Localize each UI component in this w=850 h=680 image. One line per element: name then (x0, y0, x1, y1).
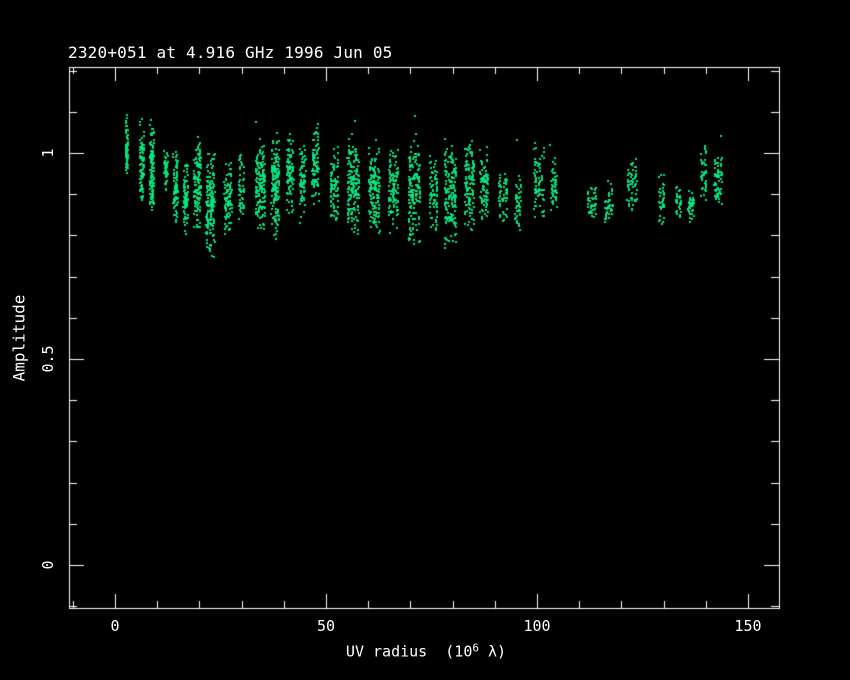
y-tick-label-0.5: 0.5 (39, 345, 57, 373)
x-axis-title: UV radius (106 λ) (346, 642, 506, 661)
x-tick-label-0: 0 (110, 617, 120, 635)
plot-title: 2320+051 at 4.916 GHz 1996 Jun 05 (68, 43, 393, 62)
x-axis-title-exponent: 6 (472, 641, 479, 655)
y-tick-label-0: 0 (39, 560, 57, 570)
x-axis-title-prefix: UV radius (10 (345, 642, 473, 661)
x-tick-label-150: 150 (734, 617, 762, 635)
x-tick-label-50: 50 (316, 617, 336, 635)
x-tick-label-100: 100 (523, 617, 551, 635)
y-tick-label-1: 1 (39, 148, 57, 158)
y-axis-title: Amplitude (9, 294, 29, 382)
x-axis-title-suffix: λ) (478, 642, 507, 661)
